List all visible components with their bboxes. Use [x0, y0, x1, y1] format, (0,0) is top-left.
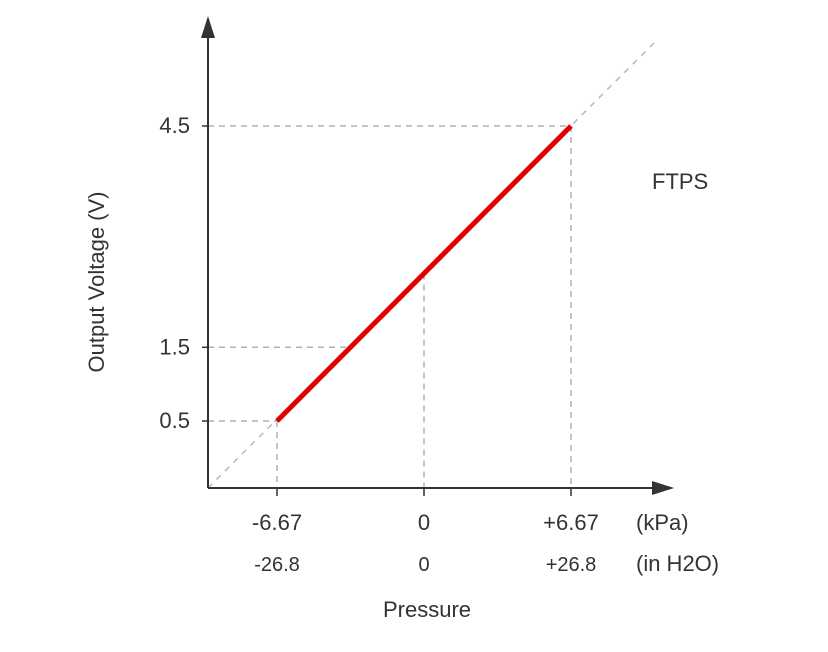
x-axis-arrow-icon: [652, 481, 674, 495]
x-tick-label-kpa-2: +6.67: [543, 510, 599, 535]
y-axis-arrow-icon: [201, 16, 215, 38]
x-tick-label-inh2o-1: 0: [418, 554, 429, 576]
x-tick-labels: -6.67 -26.8 0 0 +6.67 +26.8: [252, 510, 599, 576]
y-tick-label-2: 4.5: [159, 113, 190, 138]
y-axis-title: Output Voltage (V): [84, 192, 109, 373]
x-axis-title: Pressure: [383, 597, 471, 622]
x-tick-label-kpa-1: 0: [418, 510, 430, 535]
guide-lines: [202, 125, 572, 496]
y-tick-label-0: 0.5: [159, 408, 190, 433]
x-unit-kpa: (kPa): [636, 510, 689, 535]
x-tick-label-kpa-0: -6.67: [252, 510, 302, 535]
series-line-0: [275, 124, 573, 423]
x-tick-label-inh2o-0: -26.8: [254, 554, 300, 576]
x-unit-inh2o: (in H2O): [636, 551, 719, 576]
y-tick-labels: 0.5 1.5 4.5: [159, 113, 190, 433]
x-tick-label-inh2o-2: +26.8: [546, 554, 597, 576]
y-tick-label-1: 1.5: [159, 334, 190, 359]
series-group: [275, 124, 573, 423]
series-annotation: FTPS: [652, 169, 708, 194]
